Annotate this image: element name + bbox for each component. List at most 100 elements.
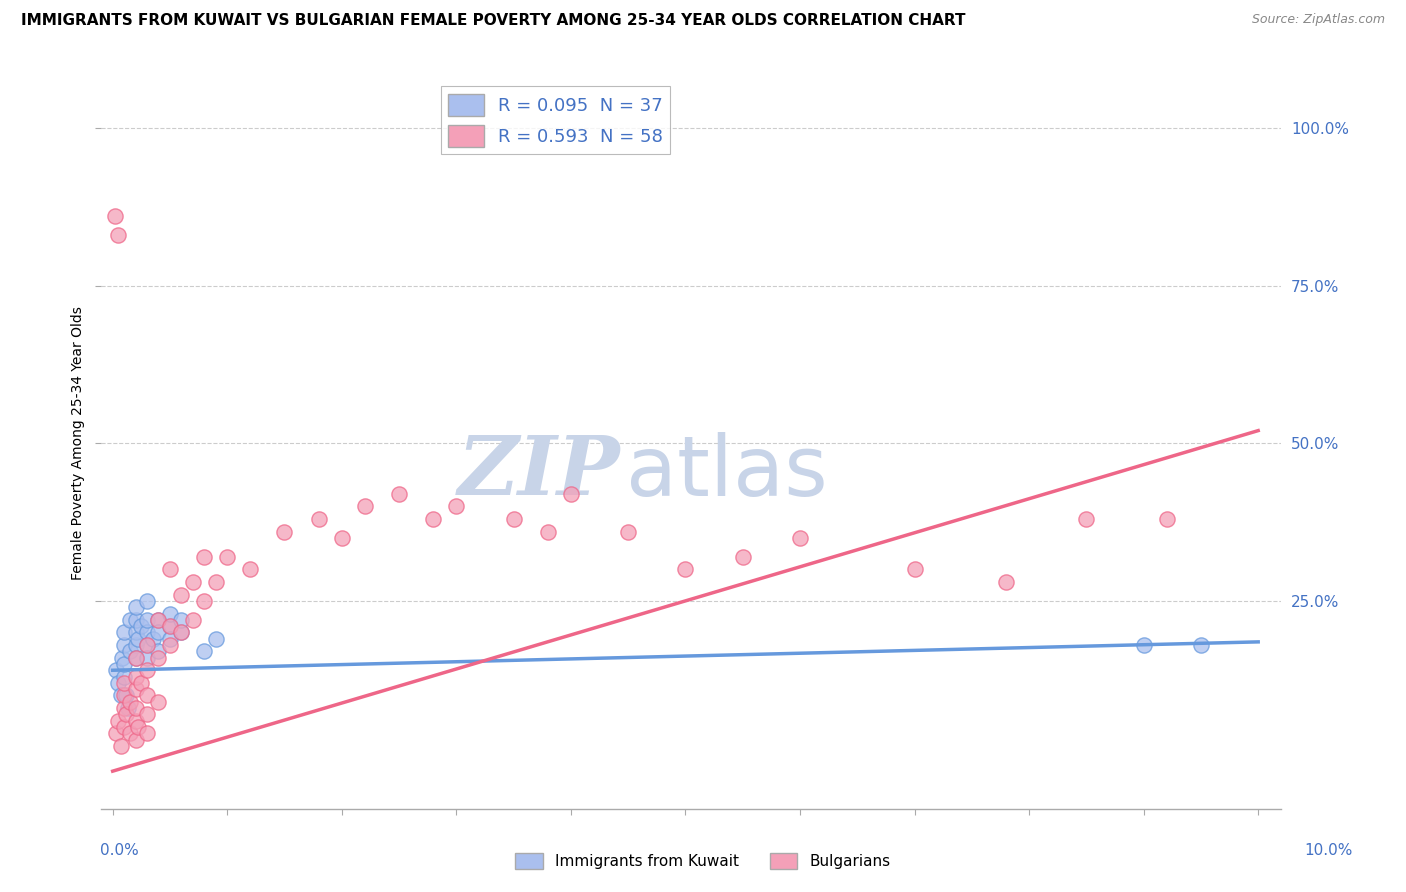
Point (131, 619, 153, 633)
Point (136, 650, 159, 665)
Point (170, 625, 193, 640)
Point (104, 209, 127, 223)
Point (124, 701, 146, 715)
Point (148, 650, 170, 665)
Point (124, 732, 146, 747)
Point (107, 714, 129, 728)
Point (118, 695, 141, 709)
Point (308, 512, 330, 526)
Point (107, 228, 129, 243)
Point (118, 644, 141, 658)
Point (617, 524, 640, 539)
Point (124, 625, 146, 640)
Point (560, 486, 582, 500)
Point (148, 613, 170, 627)
Point (1076, 512, 1098, 526)
Point (111, 650, 134, 665)
Point (159, 632, 181, 646)
Point (136, 638, 159, 652)
Point (204, 574, 226, 589)
Point (136, 689, 159, 703)
Point (127, 720, 149, 734)
Point (273, 524, 295, 539)
Point (118, 613, 141, 627)
Point (124, 682, 146, 697)
Point (112, 657, 135, 671)
Point (159, 562, 181, 576)
Point (148, 613, 170, 627)
Point (675, 562, 697, 576)
Text: IMMIGRANTS FROM KUWAIT VS BULGARIAN FEMALE POVERTY AMONG 25-34 YEAR OLDS CORRELA: IMMIGRANTS FROM KUWAIT VS BULGARIAN FEMA… (21, 13, 966, 29)
Point (995, 574, 1018, 589)
Text: 0.0%: 0.0% (100, 843, 139, 858)
Point (1132, 638, 1154, 652)
Legend: R = 0.095  N = 37, R = 0.593  N = 58: R = 0.095 N = 37, R = 0.593 N = 58 (440, 87, 671, 154)
Point (330, 531, 353, 545)
Point (388, 486, 411, 500)
Point (136, 726, 159, 740)
Point (1189, 638, 1212, 652)
Point (136, 663, 159, 677)
Point (112, 638, 135, 652)
Point (170, 588, 193, 602)
Text: atlas: atlas (626, 432, 828, 513)
Point (124, 650, 146, 665)
Point (731, 549, 754, 564)
Point (112, 625, 135, 640)
Point (124, 600, 146, 615)
Point (124, 669, 146, 683)
Point (124, 638, 146, 652)
Point (204, 632, 226, 646)
Point (353, 500, 375, 514)
Point (170, 613, 193, 627)
Point (110, 739, 132, 753)
Point (131, 676, 153, 690)
Point (105, 726, 128, 740)
Text: ZIP: ZIP (458, 433, 620, 513)
Point (112, 669, 135, 683)
Point (142, 632, 165, 646)
Point (112, 720, 135, 734)
Point (124, 613, 146, 627)
Point (127, 632, 149, 646)
Point (181, 613, 204, 627)
Point (148, 625, 170, 640)
Point (903, 562, 925, 576)
Point (136, 594, 159, 608)
Point (118, 726, 141, 740)
Point (537, 524, 560, 539)
Point (124, 650, 146, 665)
Point (107, 676, 129, 690)
Text: 10.0%: 10.0% (1305, 843, 1353, 858)
Y-axis label: Female Poverty Among 25-34 Year Olds: Female Poverty Among 25-34 Year Olds (72, 306, 86, 580)
Point (112, 701, 135, 715)
Point (148, 695, 170, 709)
Point (112, 689, 135, 703)
Point (217, 549, 239, 564)
Point (159, 619, 181, 633)
Point (159, 607, 181, 621)
Point (193, 644, 215, 658)
Point (422, 512, 444, 526)
Point (112, 676, 135, 690)
Point (136, 613, 159, 627)
Point (239, 562, 262, 576)
Point (136, 638, 159, 652)
Point (1156, 512, 1178, 526)
Point (193, 594, 215, 608)
Point (136, 707, 159, 722)
Point (115, 689, 138, 703)
Point (159, 638, 181, 652)
Point (148, 644, 170, 658)
Point (105, 663, 128, 677)
Point (502, 512, 524, 526)
Point (124, 714, 146, 728)
Point (181, 574, 204, 589)
Point (136, 625, 159, 640)
Point (115, 707, 138, 722)
Point (789, 531, 811, 545)
Point (117, 701, 139, 715)
Point (159, 619, 181, 633)
Point (110, 689, 132, 703)
Text: Source: ZipAtlas.com: Source: ZipAtlas.com (1251, 13, 1385, 27)
